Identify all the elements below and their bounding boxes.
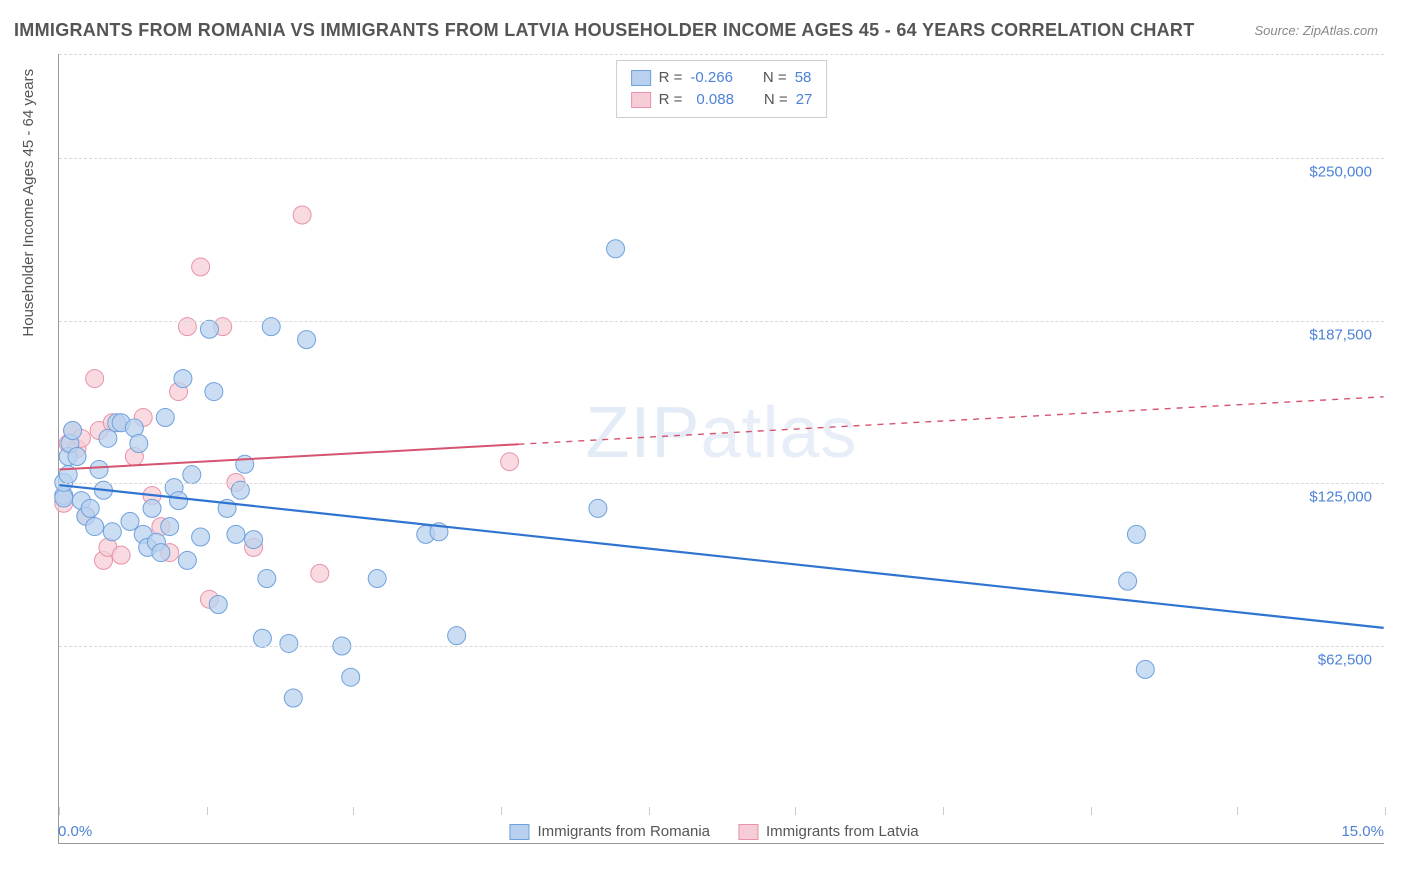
scatter-point <box>227 525 245 543</box>
x-tick <box>943 807 944 815</box>
scatter-point <box>293 206 311 224</box>
scatter-point <box>121 512 139 530</box>
legend-n-label: N = <box>763 67 787 89</box>
legend-n-label-2: N = <box>764 89 788 111</box>
scatter-point <box>161 518 179 536</box>
y-tick-label: $250,000 <box>1309 164 1372 181</box>
scatter-point <box>311 564 329 582</box>
scatter-point <box>183 466 201 484</box>
scatter-point <box>205 383 223 401</box>
legend-r-latvia: 0.088 <box>696 89 734 111</box>
scatter-point <box>342 668 360 686</box>
scatter-point <box>103 523 121 541</box>
chart-svg <box>59 54 1384 843</box>
x-tick <box>207 807 208 815</box>
scatter-point <box>90 460 108 478</box>
scatter-point <box>1127 525 1145 543</box>
legend-r-romania: -0.266 <box>690 67 733 89</box>
scatter-point <box>368 570 386 588</box>
x-tick <box>1237 807 1238 815</box>
scatter-point <box>607 240 625 258</box>
scatter-point <box>448 627 466 645</box>
scatter-point <box>1136 660 1154 678</box>
scatter-point <box>152 544 170 562</box>
y-axis-title: Householder Income Ages 45 - 64 years <box>20 69 37 337</box>
legend-n-romania: 58 <box>795 67 812 89</box>
legend-label-latvia: Immigrants from Latvia <box>766 823 919 840</box>
legend-r-label: R = <box>659 67 683 89</box>
y-tick-label: $125,000 <box>1309 489 1372 506</box>
trend-line <box>59 485 1383 628</box>
scatter-point <box>501 453 519 471</box>
scatter-point <box>64 422 82 440</box>
x-axis-min-label: 0.0% <box>58 823 92 840</box>
legend-correlation-box: R = -0.266 N = 58 R = 0.088 N = 27 <box>616 60 828 118</box>
x-tick <box>353 807 354 815</box>
scatter-point <box>280 634 298 652</box>
plot-area: ZIPatlas R = -0.266 N = 58 R = 0.088 N =… <box>58 54 1384 844</box>
scatter-point <box>156 409 174 427</box>
scatter-point <box>143 499 161 517</box>
scatter-point <box>68 448 86 466</box>
y-tick-label: $187,500 <box>1309 326 1372 343</box>
scatter-point <box>298 331 316 349</box>
scatter-point <box>192 258 210 276</box>
legend-swatch-latvia <box>631 92 651 108</box>
legend-swatch-romania <box>631 70 651 86</box>
gridline-h <box>59 321 1384 322</box>
scatter-point <box>99 429 117 447</box>
gridline-h <box>59 158 1384 159</box>
legend-label-romania: Immigrants from Romania <box>537 823 710 840</box>
scatter-point <box>170 492 188 510</box>
legend-row-latvia: R = 0.088 N = 27 <box>631 89 813 111</box>
legend-n-latvia: 27 <box>796 89 813 111</box>
scatter-point <box>112 546 130 564</box>
scatter-point <box>192 528 210 546</box>
x-axis-max-label: 15.0% <box>1341 823 1384 840</box>
legend-item-romania: Immigrants from Romania <box>509 823 710 840</box>
x-tick <box>795 807 796 815</box>
scatter-point <box>200 320 218 338</box>
x-tick <box>649 807 650 815</box>
gridline-h <box>59 646 1384 647</box>
x-tick <box>501 807 502 815</box>
x-tick <box>1091 807 1092 815</box>
x-tick <box>59 807 60 815</box>
scatter-point <box>1119 572 1137 590</box>
trend-line-dashed <box>518 397 1383 445</box>
chart-source: Source: ZipAtlas.com <box>1254 23 1378 38</box>
scatter-point <box>258 570 276 588</box>
y-tick-label: $62,500 <box>1318 651 1372 668</box>
gridline-h <box>59 54 1384 55</box>
chart-header: IMMIGRANTS FROM ROMANIA VS IMMIGRANTS FR… <box>0 0 1406 49</box>
scatter-point <box>209 596 227 614</box>
scatter-point <box>178 551 196 569</box>
legend-r-label-2: R = <box>659 89 683 111</box>
scatter-point <box>174 370 192 388</box>
scatter-point <box>81 499 99 517</box>
scatter-point <box>284 689 302 707</box>
x-tick <box>1385 807 1386 815</box>
chart-title: IMMIGRANTS FROM ROMANIA VS IMMIGRANTS FR… <box>14 20 1195 41</box>
legend-swatch-latvia-2 <box>738 824 758 840</box>
scatter-point <box>86 518 104 536</box>
legend-series: Immigrants from Romania Immigrants from … <box>509 823 918 840</box>
plot-container: Householder Income Ages 45 - 64 years ZI… <box>44 54 1384 844</box>
scatter-point <box>86 370 104 388</box>
scatter-point <box>589 499 607 517</box>
legend-item-latvia: Immigrants from Latvia <box>738 823 919 840</box>
scatter-point <box>130 435 148 453</box>
scatter-point <box>245 531 263 549</box>
gridline-h <box>59 483 1384 484</box>
legend-row-romania: R = -0.266 N = 58 <box>631 67 813 89</box>
legend-swatch-romania-2 <box>509 824 529 840</box>
